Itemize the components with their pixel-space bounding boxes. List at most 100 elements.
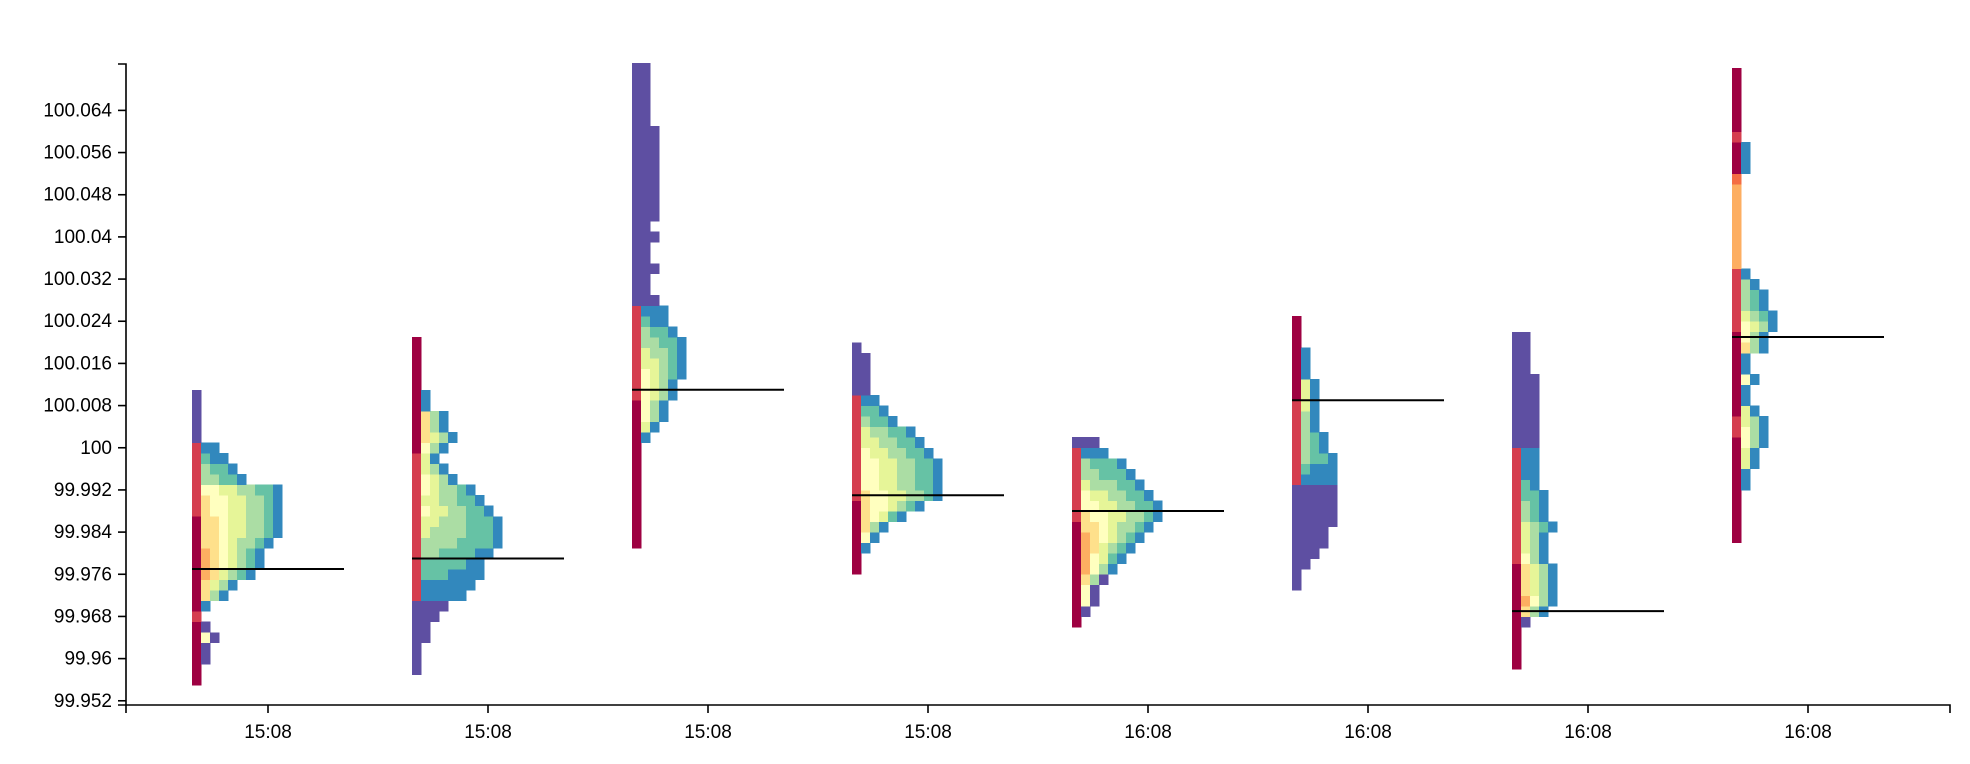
profile-cell [870, 405, 880, 417]
profile-cell [192, 463, 202, 475]
profile-cell [1072, 553, 1082, 565]
profile-cell [1530, 574, 1540, 586]
profile-cell [1512, 626, 1522, 638]
profile-cell [466, 569, 476, 580]
profile-cell [1750, 310, 1760, 322]
profile-cell [1521, 489, 1531, 501]
profile-cell [192, 579, 202, 591]
profile-cell [632, 147, 642, 159]
profile-cell [632, 505, 642, 517]
profile-cell [475, 526, 485, 538]
profile-cell [879, 405, 889, 417]
profile-cell [1099, 563, 1109, 575]
profile-cell [448, 474, 458, 486]
profile-cell [1292, 526, 1302, 538]
profile-cell [192, 547, 202, 559]
profile-cell [879, 437, 889, 449]
profile-cell [1530, 373, 1540, 385]
profile-cell [1090, 511, 1100, 522]
profile-cell [273, 495, 283, 507]
profile-cell [457, 569, 467, 580]
close-lines [192, 336, 1884, 613]
profile-cell [475, 558, 485, 570]
profile-cell [192, 663, 202, 675]
profile-cell [888, 447, 898, 459]
profile-cell [246, 526, 256, 538]
x-tick-label: 15:08 [684, 722, 732, 743]
profile-cell [1328, 474, 1338, 486]
profile-cell [924, 458, 934, 470]
profile-cell [1521, 532, 1531, 544]
profile-cell [219, 484, 229, 496]
profile-cell [1099, 553, 1109, 565]
profile-cell [915, 468, 925, 480]
profile-cell [192, 653, 202, 665]
y-tick-label: 99.968 [54, 606, 112, 627]
profile-cell [1521, 437, 1531, 449]
profile-cell [1530, 395, 1540, 406]
profile-cell [421, 632, 431, 644]
profile-cell [888, 426, 898, 438]
profile-cell [1292, 389, 1302, 401]
profile-cell [412, 400, 422, 412]
profile-cell [632, 84, 642, 95]
profile-cell [1072, 437, 1082, 449]
profile-cell [192, 505, 202, 517]
profile-cell [228, 558, 238, 570]
profile-cell [1292, 516, 1302, 528]
profile-cell [933, 479, 943, 491]
profile-cell [457, 505, 467, 517]
profile-cell [1732, 511, 1742, 522]
profile-cell [1512, 384, 1522, 396]
profile-cell [192, 474, 202, 486]
profile-cell [1117, 458, 1127, 470]
profile-cell [439, 569, 449, 580]
profile-cell [1301, 516, 1311, 528]
profile-cell [201, 442, 211, 454]
profile-cell [1090, 437, 1100, 449]
profile-cell [861, 458, 871, 470]
profile-cell [1512, 574, 1522, 586]
profile-cell [641, 84, 651, 95]
profile-cell [1732, 247, 1742, 259]
profile-cell [641, 326, 651, 338]
profile-cell [228, 569, 238, 580]
profile-cell [192, 453, 202, 464]
profile-cell [1512, 373, 1522, 385]
profile-cell [210, 526, 220, 538]
profile-cell [632, 126, 642, 138]
profile-cell [412, 653, 422, 665]
y-tick-label: 100.048 [43, 185, 112, 206]
profile-cell [641, 210, 651, 222]
profile-cell [632, 537, 642, 549]
profile-cell [1530, 458, 1540, 470]
profile-cell [632, 431, 642, 443]
profile-cell [897, 479, 907, 491]
x-tick-label: 15:08 [244, 722, 292, 743]
profile-cell [228, 547, 238, 559]
profile-cell [237, 474, 247, 486]
profile-cell [228, 505, 238, 517]
profile-cell [1319, 431, 1329, 443]
profile-cell [466, 495, 476, 507]
profile-cell [632, 474, 642, 486]
profile-cell [1292, 484, 1302, 496]
profile-cell [1732, 268, 1742, 280]
profile-cell [439, 431, 449, 443]
profile-cell [412, 600, 422, 612]
profile-cell [1548, 584, 1558, 596]
profile-cell [219, 474, 229, 486]
profile-cell [1117, 500, 1127, 512]
profile-cell [219, 558, 229, 570]
profile-cell [475, 547, 485, 559]
profile-cell [1512, 468, 1522, 480]
profile-cell [228, 537, 238, 549]
profile-cell [1301, 421, 1311, 433]
profile-cell [255, 547, 265, 559]
profile-cell [1108, 500, 1118, 512]
profile-cell [650, 136, 660, 148]
profile-cell [1732, 532, 1742, 544]
profile-cell [493, 516, 503, 528]
profile-cell [1126, 479, 1136, 491]
profile-cell [1530, 416, 1540, 428]
